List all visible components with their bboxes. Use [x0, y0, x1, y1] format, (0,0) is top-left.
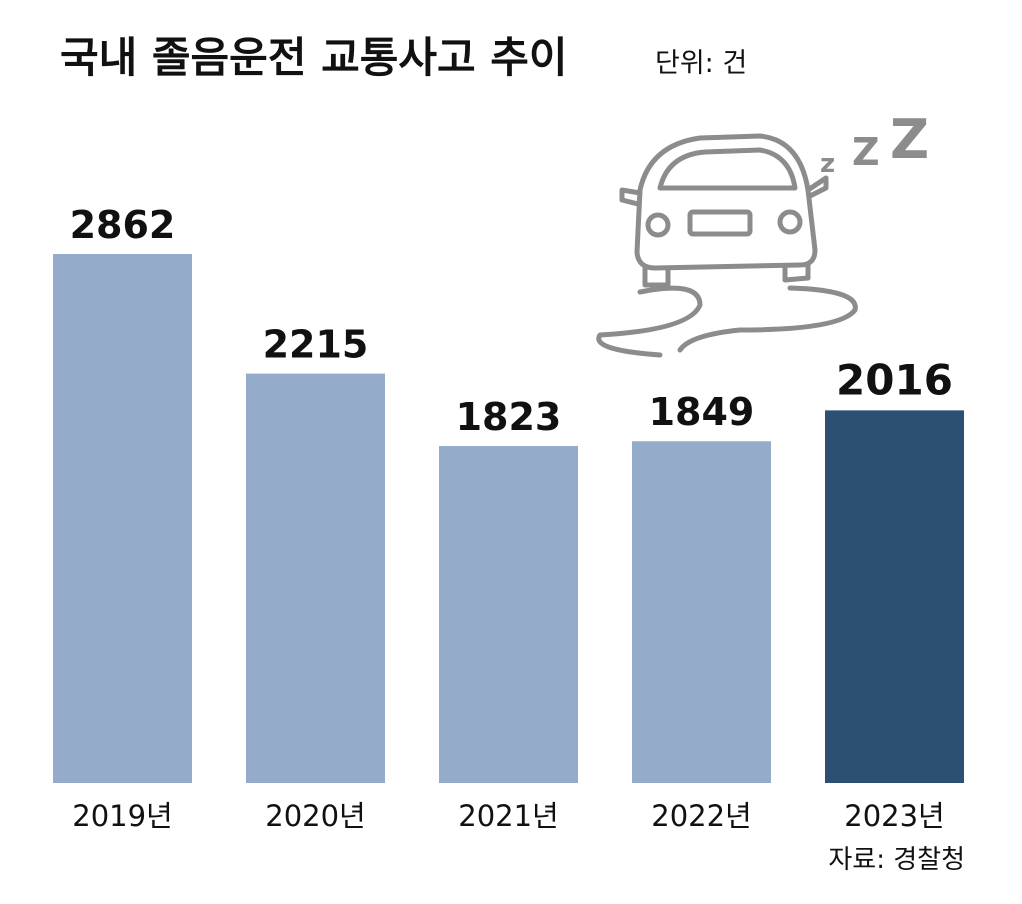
- value-label: 2016: [836, 355, 953, 404]
- svg-text:z: z: [820, 149, 835, 179]
- x-tick-label: 2021년: [458, 799, 558, 833]
- svg-text:Z: Z: [890, 108, 929, 171]
- value-label: 1823: [456, 395, 562, 439]
- car-illustration: z Z Z: [596, 108, 929, 358]
- source-note: 자료: 경찰청: [828, 845, 965, 875]
- bar: [825, 410, 964, 783]
- bar: [439, 446, 578, 783]
- unit-label: 단위: 건: [655, 48, 747, 79]
- value-label: 2862: [70, 203, 176, 247]
- bar: [53, 254, 192, 783]
- value-label: 2215: [263, 323, 369, 367]
- bar: [246, 373, 385, 783]
- value-label: 1849: [649, 390, 755, 434]
- svg-text:Z: Z: [852, 130, 880, 174]
- chart-title: 국내 졸음운전 교통사고 추이: [60, 33, 568, 82]
- x-tick-label: 2023년: [844, 799, 944, 833]
- bar: [632, 441, 771, 783]
- x-tick-label: 2020년: [265, 799, 365, 833]
- x-tick-label: 2019년: [72, 799, 172, 833]
- x-tick-label: 2022년: [651, 799, 751, 833]
